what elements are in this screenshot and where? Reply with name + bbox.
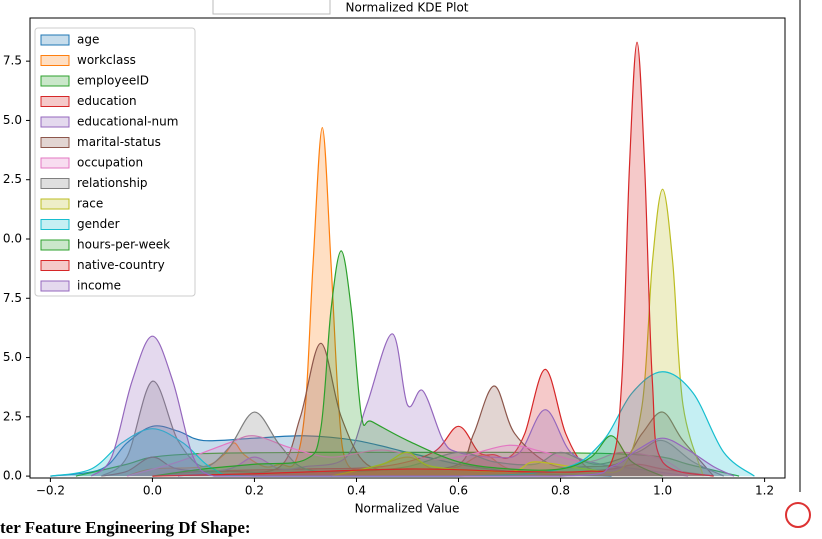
legend-swatch xyxy=(40,239,70,251)
x-tick-label: 0.4 xyxy=(347,484,366,498)
legend-label: educational-num xyxy=(77,115,178,129)
kde-area xyxy=(330,189,704,477)
y-tick-label: 5.0 xyxy=(3,113,22,127)
kde-area xyxy=(101,381,724,477)
x-tick-label: 1.2 xyxy=(755,484,774,498)
x-axis-label: Normalized Value xyxy=(355,502,460,516)
y-tick-label: 0.0 xyxy=(3,231,22,245)
legend-swatch xyxy=(40,260,70,271)
legend-label: education xyxy=(77,94,137,108)
legend-label: relationship xyxy=(77,176,148,190)
legend-label: race xyxy=(77,197,103,211)
x-tick-label: 0.6 xyxy=(449,484,468,498)
x-tick-label: 1.0 xyxy=(653,484,672,498)
kde-area xyxy=(152,369,714,477)
overlay-box xyxy=(212,0,331,15)
chart-title: Normalized KDE Plot xyxy=(346,1,469,15)
y-tick-label: 5.0 xyxy=(3,350,22,364)
legend-swatch xyxy=(40,157,70,169)
legend-label: gender xyxy=(77,217,120,231)
kde-line xyxy=(152,250,663,477)
legend-swatch xyxy=(40,137,70,148)
x-tick-label: 0.2 xyxy=(245,484,264,498)
y-tick-label: 7.5 xyxy=(3,291,22,305)
plot-frame xyxy=(29,17,786,479)
kde-area xyxy=(177,333,689,477)
legend-swatch xyxy=(40,280,70,292)
legend-label: marital-status xyxy=(77,135,161,149)
legend-swatch xyxy=(40,34,70,46)
legend-swatch xyxy=(40,178,70,189)
y-tick-label: 0.0 xyxy=(3,469,22,483)
kde-line xyxy=(330,188,704,477)
y-tick-label: 2.5 xyxy=(3,172,22,186)
kde-area xyxy=(91,336,734,477)
kde-area xyxy=(152,250,663,477)
legend-label: employeeID xyxy=(77,74,149,88)
legend-box xyxy=(34,27,196,297)
icon[interactable] xyxy=(785,502,811,528)
legend-label: workclass xyxy=(77,53,136,67)
kde-area xyxy=(101,343,714,477)
legend-label: income xyxy=(77,279,121,293)
kde-line xyxy=(152,41,714,477)
legend-label: native-country xyxy=(77,258,165,272)
legend-label: occupation xyxy=(77,156,143,170)
legend-swatch xyxy=(40,219,70,230)
x-tick-label: −0.2 xyxy=(36,484,65,498)
plot-area xyxy=(50,41,755,477)
kde-line xyxy=(177,333,689,477)
legend-swatch xyxy=(40,116,70,128)
kde-area xyxy=(50,425,612,477)
kde-area xyxy=(126,435,689,477)
y-tick-label: 7.5 xyxy=(3,54,22,68)
legend-swatch xyxy=(40,96,70,107)
legend-swatch xyxy=(40,55,70,66)
x-tick-label: 0.0 xyxy=(143,484,162,498)
kde-line xyxy=(90,335,735,477)
x-tick-label: 0.8 xyxy=(551,484,570,498)
legend-swatch xyxy=(40,198,70,210)
y-tick-label: 2.5 xyxy=(3,409,22,423)
caption: ter Feature Engineering Df Shape: xyxy=(0,518,251,537)
legend-label: hours-per-week xyxy=(77,238,170,252)
legend-swatch xyxy=(40,75,70,87)
legend-label: age xyxy=(77,33,99,47)
kde-area xyxy=(50,371,755,477)
kde-area xyxy=(152,42,714,477)
